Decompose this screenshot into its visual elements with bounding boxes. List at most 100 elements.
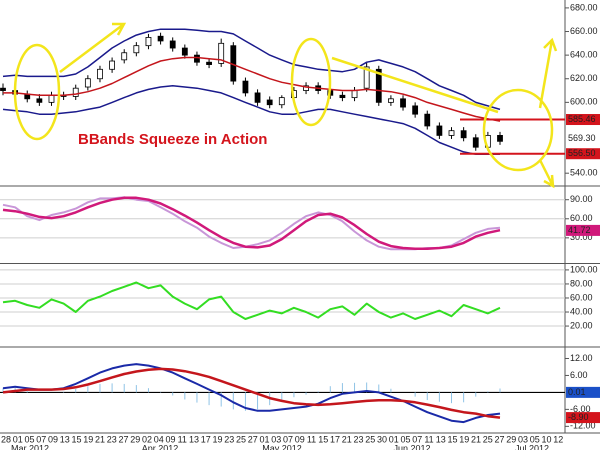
candle-body bbox=[0, 87, 6, 91]
candle-body bbox=[448, 130, 455, 136]
x-tick-label: 13 bbox=[60, 434, 70, 444]
y-tick-label: -6.00 bbox=[570, 404, 591, 414]
x-tick-label: 09 bbox=[295, 434, 305, 444]
x-tick-label: 05 bbox=[24, 434, 34, 444]
x-tick-label: 23 bbox=[224, 434, 234, 444]
series-line bbox=[2, 281, 501, 320]
y-tick-label: 60.00 bbox=[570, 292, 593, 302]
y-tick-label: 600.00 bbox=[570, 97, 598, 107]
x-tick-label: 21 bbox=[95, 434, 105, 444]
x-tick-label: 11 bbox=[178, 434, 187, 444]
candle-body bbox=[97, 68, 103, 80]
series-line bbox=[2, 28, 501, 111]
candle-body bbox=[254, 92, 261, 103]
value-marker bbox=[566, 133, 600, 145]
x-tick-label: 03 bbox=[518, 434, 528, 444]
candle-body bbox=[181, 47, 188, 56]
x-tick-label: 30 bbox=[377, 434, 387, 444]
y-tick-label: 100.00 bbox=[570, 264, 598, 274]
candle-body bbox=[400, 98, 406, 108]
candle-body bbox=[351, 90, 358, 99]
candle-body bbox=[424, 113, 431, 127]
x-tick-label: 27 bbox=[494, 434, 504, 444]
x-tick-label: 10 bbox=[541, 434, 551, 444]
x-tick-label: 28 bbox=[1, 434, 11, 444]
x-tick-label: 15 bbox=[71, 434, 81, 444]
candle-body bbox=[84, 78, 91, 88]
x-tick-label: 23 bbox=[353, 434, 363, 444]
x-month-label: Jul 2012 bbox=[515, 443, 549, 450]
series-line bbox=[3, 56, 501, 122]
plot-layers bbox=[0, 28, 565, 424]
panel bbox=[0, 269, 565, 327]
candle-body bbox=[36, 98, 43, 103]
highlight-ellipse bbox=[290, 37, 332, 127]
candle-body bbox=[388, 98, 394, 103]
y-tick-label: 40.00 bbox=[570, 306, 593, 316]
y-tick-label: 80.00 bbox=[570, 278, 593, 288]
candle-body bbox=[363, 66, 370, 89]
candle-body bbox=[206, 61, 212, 65]
x-tick-label: 17 bbox=[330, 434, 340, 444]
x-tick-label: 21 bbox=[342, 434, 352, 444]
x-month-label: Mar 2012 bbox=[11, 443, 49, 450]
y-tick-label: 12.00 bbox=[570, 353, 593, 363]
x-tick-label: 21 bbox=[471, 434, 481, 444]
x-tick-label: 09 bbox=[48, 434, 58, 444]
candle-body bbox=[242, 80, 249, 94]
y-tick-label: 680.00 bbox=[570, 2, 598, 12]
candle-body bbox=[339, 94, 346, 99]
value-marker-label: 585.46 bbox=[568, 114, 596, 124]
highlight-ellipse bbox=[482, 88, 554, 172]
candle-body bbox=[303, 85, 309, 91]
value-marker-label: 0.01 bbox=[568, 387, 586, 397]
x-tick-label: 01 bbox=[389, 434, 399, 444]
series-line bbox=[2, 363, 501, 424]
x-tick-label: 23 bbox=[107, 434, 117, 444]
candle-body bbox=[266, 99, 273, 106]
series-line bbox=[2, 367, 501, 419]
x-tick-label: 05 bbox=[530, 434, 540, 444]
x-tick-label: 29 bbox=[130, 434, 140, 444]
x-tick-label: 19 bbox=[212, 434, 222, 444]
x-tick-label: 15 bbox=[447, 434, 457, 444]
x-month-label: Apr 2012 bbox=[142, 443, 179, 450]
x-tick-label: 11 bbox=[424, 434, 433, 444]
value-marker bbox=[566, 386, 600, 398]
panel bbox=[0, 363, 565, 424]
x-tick-label: 27 bbox=[248, 434, 258, 444]
candle-body bbox=[169, 40, 176, 49]
x-tick-label: 25 bbox=[365, 434, 375, 444]
x-tick-label: 15 bbox=[318, 434, 328, 444]
candle-body bbox=[497, 135, 503, 142]
candle-body bbox=[278, 97, 285, 106]
candle-body bbox=[133, 45, 140, 54]
candle-body bbox=[121, 52, 128, 61]
x-tick-label: 12 bbox=[553, 434, 563, 444]
series-line bbox=[2, 196, 501, 250]
candle-body bbox=[72, 87, 79, 97]
x-tick-label: 07 bbox=[283, 434, 293, 444]
x-tick-label: 01 bbox=[259, 434, 269, 444]
x-tick-label: 13 bbox=[189, 434, 199, 444]
value-marker-label: 41.72 bbox=[568, 225, 591, 235]
y-tick-label: 620.00 bbox=[570, 73, 598, 83]
candle-body bbox=[157, 35, 164, 42]
y-tick-label: 90.00 bbox=[570, 194, 593, 204]
y-tick-label: 660.00 bbox=[570, 26, 598, 36]
x-tick-label: 02 bbox=[142, 434, 152, 444]
arrow bbox=[538, 159, 555, 189]
x-tick-label: 03 bbox=[271, 434, 281, 444]
x-tick-label: 25 bbox=[236, 434, 246, 444]
arrow bbox=[538, 37, 558, 109]
y-tick-label: 30.00 bbox=[570, 232, 593, 242]
value-marker-label: 569.30 bbox=[568, 133, 596, 143]
y-tick-label: 6.00 bbox=[570, 370, 588, 380]
y-tick-label: 540.00 bbox=[570, 168, 598, 178]
x-tick-label: 13 bbox=[436, 434, 446, 444]
annotation-shapes bbox=[13, 22, 558, 189]
candle-body bbox=[145, 37, 152, 47]
value-marker-label: -8.90 bbox=[568, 412, 589, 422]
series-line bbox=[2, 196, 501, 251]
x-tick-label: 19 bbox=[83, 434, 93, 444]
